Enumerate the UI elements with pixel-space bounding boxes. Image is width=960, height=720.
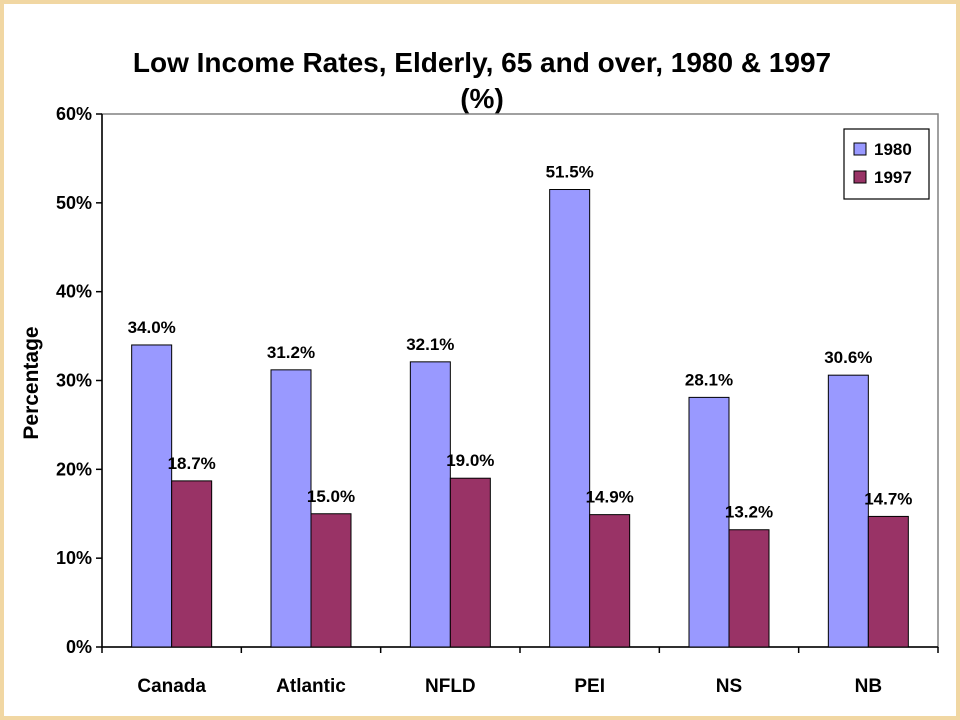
data-label: 51.5% bbox=[546, 163, 594, 182]
data-label: 15.0% bbox=[307, 487, 355, 506]
legend-swatch-1997 bbox=[853, 170, 867, 184]
legend-swatch-1980 bbox=[853, 142, 867, 156]
legend-label-1997: 1997 bbox=[874, 168, 912, 187]
bar-1997-nfld bbox=[449, 477, 491, 648]
y-axis-label: Percentage bbox=[20, 326, 43, 439]
bar-1997-atlantic bbox=[310, 513, 352, 648]
x-category-label: NB bbox=[855, 676, 882, 697]
bar-chart: Low Income Rates, Elderly, 65 and over, … bbox=[20, 47, 939, 697]
bar-1980-nfld bbox=[409, 361, 451, 648]
legend-box bbox=[843, 128, 930, 200]
x-category-label: Atlantic bbox=[276, 676, 346, 697]
bar-1997-ns bbox=[728, 529, 770, 648]
y-tick-label: 60% bbox=[56, 104, 92, 124]
plot-border bbox=[101, 113, 939, 648]
data-label: 30.6% bbox=[824, 348, 872, 367]
y-tick-label: 10% bbox=[56, 548, 92, 568]
data-label: 18.7% bbox=[168, 454, 216, 473]
chart-title: Low Income Rates, Elderly, 65 and over, … bbox=[133, 47, 831, 78]
data-label: 31.2% bbox=[267, 343, 315, 362]
data-label: 34.0% bbox=[128, 318, 176, 337]
x-category-label: NS bbox=[716, 676, 742, 697]
plot-area: 0% 10% 20% 30% 40% 50% 60% Canada 34.0% 18.7% Atla… bbox=[56, 104, 939, 697]
bar-1997-nb bbox=[867, 515, 909, 648]
bar-1997-pei bbox=[589, 514, 631, 648]
legend-label-1980: 1980 bbox=[874, 140, 912, 159]
data-label: 14.7% bbox=[864, 489, 912, 508]
y-tick-label: 40% bbox=[56, 282, 92, 302]
x-category-label: NFLD bbox=[425, 676, 476, 697]
bar-1980-canada bbox=[131, 344, 173, 648]
x-category-label: PEI bbox=[574, 676, 605, 697]
data-label: 14.9% bbox=[586, 488, 634, 507]
y-tick-label: 20% bbox=[56, 459, 92, 479]
y-tick-label: 0% bbox=[66, 637, 92, 657]
y-tick-label: 50% bbox=[56, 193, 92, 213]
bar-1980-atlantic bbox=[270, 369, 312, 648]
x-category-label: Canada bbox=[137, 676, 206, 697]
data-label: 19.0% bbox=[446, 451, 494, 470]
bar-1980-ns bbox=[688, 396, 730, 648]
chart-subtitle: (%) bbox=[460, 83, 504, 114]
bar-1980-nb bbox=[827, 374, 869, 648]
bar-1997-canada bbox=[171, 480, 213, 648]
y-tick-label: 30% bbox=[56, 371, 92, 391]
data-label: 28.1% bbox=[685, 370, 733, 389]
bar-1980-pei bbox=[549, 189, 591, 648]
data-label: 32.1% bbox=[406, 335, 454, 354]
data-label: 13.2% bbox=[725, 503, 773, 522]
